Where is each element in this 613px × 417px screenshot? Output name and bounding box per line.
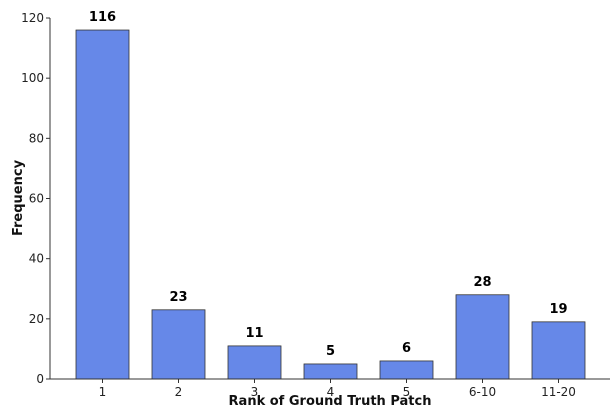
data-label: 5	[326, 344, 335, 359]
bar	[379, 360, 434, 380]
y-tick-label: 40	[29, 252, 44, 266]
data-label: 11	[245, 326, 263, 341]
bar	[151, 309, 206, 380]
data-label: 28	[473, 275, 491, 290]
bar	[75, 29, 130, 380]
x-tick-label: 1	[99, 385, 107, 399]
y-tick-label: 100	[21, 71, 44, 85]
y-tick-label: 0	[36, 372, 44, 386]
x-tick-label: 4	[327, 385, 335, 399]
bar	[531, 321, 586, 380]
data-label: 23	[169, 290, 187, 305]
y-tick-label: 60	[29, 192, 44, 206]
bars-group	[75, 29, 586, 380]
data-label: 19	[549, 302, 567, 317]
y-axis-label: Frequency	[11, 159, 26, 236]
data-label: 6	[402, 341, 411, 356]
bar	[227, 345, 282, 380]
x-tick-label: 6-10	[469, 385, 496, 399]
y-ticks-group: 0 20 40 60 80 100 120	[21, 11, 50, 386]
x-axis-label: Rank of Ground Truth Patch	[229, 394, 432, 409]
y-tick-label: 80	[29, 131, 44, 145]
y-tick-label: 120	[21, 11, 44, 25]
x-tick-label: 5	[403, 385, 411, 399]
x-tick-label: 11-20	[541, 385, 576, 399]
x-ticks-group: 1 2 3 4 5 6-10 11-20	[99, 379, 576, 399]
bar	[303, 363, 358, 380]
x-tick-label: 3	[251, 385, 259, 399]
x-tick-label: 2	[175, 385, 183, 399]
y-tick-label: 20	[29, 312, 44, 326]
data-labels-group: 116 23 11 5 6 28 19	[89, 10, 568, 359]
data-label: 116	[89, 10, 116, 25]
bar	[455, 294, 510, 380]
